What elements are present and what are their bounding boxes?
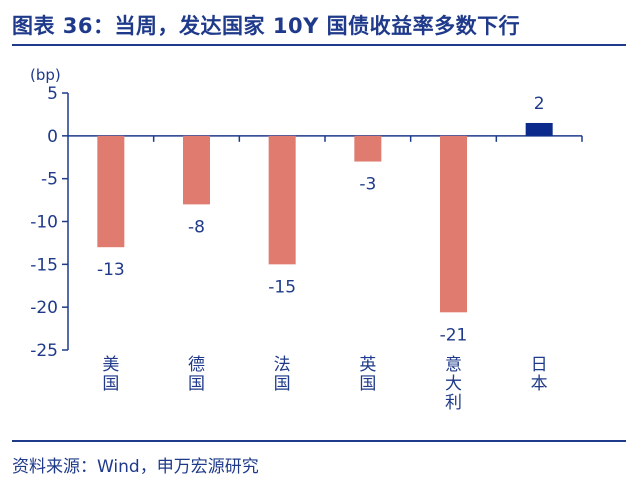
category-label: 国	[188, 374, 205, 394]
y-tick-label: -15	[30, 255, 58, 275]
category-label: 本	[531, 374, 548, 394]
y-axis-label: (bp)	[30, 66, 61, 84]
source-note: 资料来源：Wind，申万宏源研究	[12, 457, 259, 477]
category-label: 利	[445, 393, 462, 413]
bar-意大利	[440, 135, 467, 313]
y-tick-label: -25	[30, 341, 58, 361]
category-label: 英	[359, 355, 376, 375]
bar-日本	[525, 122, 553, 136]
category-label: 法	[274, 355, 291, 375]
data-label: -3	[359, 175, 376, 195]
source-divider	[12, 440, 626, 442]
category-label: 国	[359, 374, 376, 394]
category-label: 意	[445, 355, 462, 375]
category-label: 美	[102, 355, 119, 375]
category-label: 大	[445, 374, 462, 394]
data-label: -21	[440, 325, 468, 345]
category-label: 国	[102, 374, 119, 394]
title-divider	[12, 44, 626, 46]
y-tick-label: 5	[47, 84, 58, 104]
data-label: -15	[268, 277, 296, 297]
bar-美国	[97, 135, 125, 248]
data-label: 2	[534, 94, 545, 114]
category-label: 日	[531, 355, 548, 375]
y-tick-label: -10	[30, 213, 58, 233]
category-label: 德	[188, 355, 205, 375]
y-tick-label: 0	[47, 127, 58, 147]
chart-title: 图表 36：当周，发达国家 10Y 国债收益率多数下行	[12, 14, 521, 38]
bar-英国	[354, 135, 382, 162]
bar-德国	[183, 135, 210, 205]
data-label: -13	[97, 260, 125, 280]
y-tick-label: -20	[30, 298, 58, 318]
data-label: -8	[188, 217, 205, 237]
bar-法国	[268, 135, 296, 265]
y-tick-label: -5	[41, 170, 58, 190]
category-label: 国	[274, 374, 291, 394]
